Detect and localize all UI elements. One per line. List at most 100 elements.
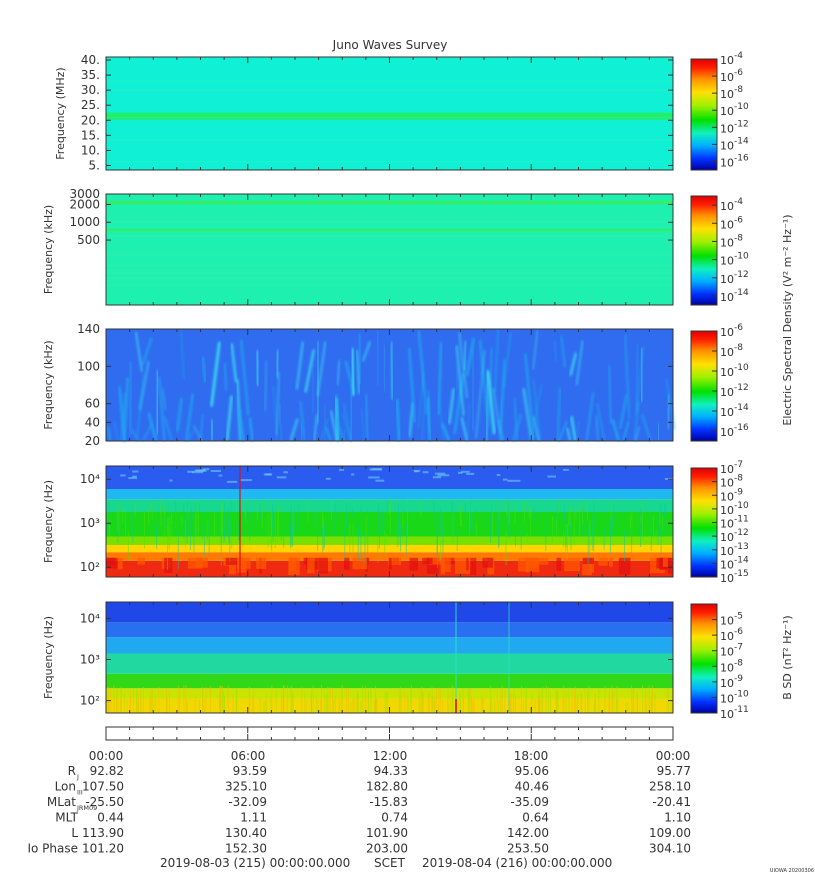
chorus-streak <box>187 430 194 442</box>
ephemeris-value: 325.10 <box>225 780 267 794</box>
colorbar-tick-exponent: -12 <box>734 383 749 393</box>
chorus-streak <box>596 403 606 442</box>
colorbar-tick-label: 10 <box>720 406 734 419</box>
chorus-streak <box>585 392 595 442</box>
y-tick-label: 60 <box>85 397 100 411</box>
colorbar-tick-exponent: -13 <box>734 542 749 552</box>
ephemeris-value: -35.09 <box>510 795 549 809</box>
chorus-streak <box>532 383 543 430</box>
chorus-streak <box>106 426 113 442</box>
colorbar-gradient <box>690 58 718 171</box>
ephemeris-value: 1.11 <box>240 811 267 825</box>
spectrogram-layer <box>106 512 673 537</box>
y-tick-label: 1000 <box>69 215 100 229</box>
texture-blob <box>303 557 310 565</box>
y-tick-label: 140 <box>77 322 100 336</box>
time-label: 06:00 <box>231 749 266 763</box>
texture-speck <box>496 474 501 477</box>
chorus-streak <box>634 426 640 442</box>
colorbar-tick-label: 10 <box>720 531 734 544</box>
chorus-streak <box>248 417 255 442</box>
chorus-streak <box>594 415 600 442</box>
colorbar-tick-label: 10 <box>720 386 734 399</box>
texture-blob <box>352 557 368 570</box>
spectrogram-layer <box>106 552 673 561</box>
texture-line <box>106 277 673 279</box>
colorbar-tick-exponent: -10 <box>734 252 749 262</box>
chorus-streak <box>130 428 139 442</box>
texture-speck <box>375 479 385 482</box>
chorus-streak <box>175 397 184 433</box>
chorus-streak <box>553 340 558 362</box>
colorbar-tick-label: 10 <box>720 646 734 659</box>
texture-blob <box>137 557 145 565</box>
colorbar-tick-label: 10 <box>720 273 734 286</box>
texture-blob <box>518 557 528 572</box>
colorbar-tick-exponent: -15 <box>734 569 749 579</box>
colorbar-tick-exponent: -6 <box>734 627 743 637</box>
y-tick-label: 10³ <box>80 516 100 530</box>
chorus-streak <box>163 416 173 442</box>
texture-line <box>106 264 673 266</box>
colorbar-tick-label: 10 <box>720 200 734 213</box>
colorbar-tick-label: 10 <box>720 236 734 249</box>
y-tick-label: 30. <box>81 83 100 97</box>
colorbar-tick-exponent: -14 <box>734 288 749 298</box>
texture-blob <box>428 557 445 565</box>
texture-blob <box>343 557 350 570</box>
chorus-streak <box>275 372 281 436</box>
chorus-streak <box>342 429 346 442</box>
chorus-streak <box>522 387 534 442</box>
colorbar-tick-label: 10 <box>720 218 734 231</box>
colorbar-tick-label: 10 <box>720 545 734 558</box>
chorus-streak <box>565 427 572 442</box>
texture-blob <box>564 557 581 572</box>
texture-speck <box>128 477 137 480</box>
ephemeris-row-label: Lon <box>55 780 76 794</box>
ephemeris-value: -32.09 <box>228 795 267 809</box>
y-tick-label: 10² <box>80 694 100 708</box>
chorus-streak <box>239 339 250 416</box>
texture-speck <box>276 476 287 479</box>
colorbar-tick-exponent: -14 <box>734 403 749 413</box>
colorbar-tick-exponent: -9 <box>734 674 743 684</box>
y-axis-label: Frequency (Hz) <box>42 616 55 699</box>
ephemeris-value: 0.74 <box>381 811 408 825</box>
texture-line <box>106 277 673 279</box>
colorbar-tick-exponent: -12 <box>734 528 749 538</box>
ephemeris-value: 107.50 <box>82 780 124 794</box>
chorus-streak <box>304 349 315 393</box>
ephemeris-value: 304.10 <box>649 842 691 856</box>
colorbar-tick-label: 10 <box>720 139 734 152</box>
chorus-streak <box>556 387 562 442</box>
y-axis-label: Frequency (kHz) <box>42 205 55 294</box>
texture-speck <box>351 473 355 476</box>
time-label: 00:00 <box>89 749 124 763</box>
texture-blob <box>618 557 631 575</box>
spectrogram-layer <box>106 637 673 654</box>
texture-blob <box>466 557 469 571</box>
chorus-streak <box>155 370 160 435</box>
texture-blob <box>422 557 433 564</box>
chorus-streak <box>610 418 621 442</box>
chorus-streak <box>395 399 401 442</box>
ephemeris-value: 113.90 <box>82 826 124 840</box>
chorus-streak <box>486 370 496 435</box>
colorbar-tick-exponent: -12 <box>734 119 749 129</box>
texture-line <box>106 161 673 163</box>
spectrogram-layer <box>106 688 673 699</box>
texture-line <box>106 235 673 237</box>
chorus-streak <box>376 330 380 386</box>
texture-speck <box>466 472 475 475</box>
chorus-streak <box>147 412 158 442</box>
colorbar-tick-exponent: -14 <box>734 555 749 565</box>
texture-line <box>106 139 673 141</box>
chorus-streak <box>453 373 465 434</box>
texture-speck <box>369 468 383 471</box>
chorus-streak <box>436 342 443 415</box>
colorbar-tick-exponent: -11 <box>734 515 749 525</box>
chorus-streak <box>635 344 639 413</box>
